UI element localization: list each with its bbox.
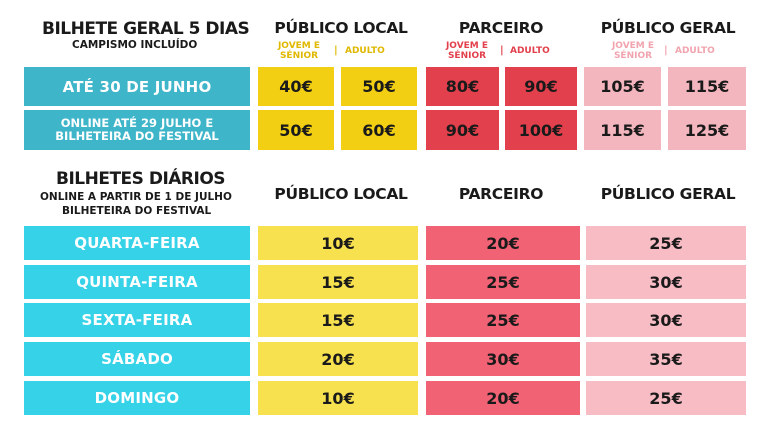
general-price-cell: 50€ [258,110,334,150]
general-price-cell: 60€ [341,110,417,150]
partner-sub-separator: | [500,45,504,56]
general-col-partner: PARCEIRO [458,19,544,37]
general-row-label: ATÉ 30 DE JUNHO [24,67,250,106]
daily-row-label: QUARTA-FEIRA [24,226,250,260]
daily-price-general: 35€ [586,342,746,376]
partner-sub-adult: ADULTO [510,46,550,56]
general-price-cell: 90€ [426,110,499,150]
daily-price-general: 25€ [586,226,746,260]
general-price-cell: 100€ [505,110,577,150]
daily-price-local: 15€ [258,303,418,337]
daily-price-local: 20€ [258,342,418,376]
general-price-cell: 115€ [584,110,661,150]
daily-row-label: QUINTA-FEIRA [24,265,250,299]
general-col-local: PÚBLICO LOCAL [274,19,408,37]
general-sub-adult: ADULTO [675,46,715,56]
general-price-cell: 125€ [668,110,746,150]
general-price-cell: 115€ [668,67,746,106]
daily-row-label: SEXTA-FEIRA [24,303,250,337]
daily-price-general: 30€ [586,303,746,337]
general-price-cell: 40€ [258,67,334,106]
daily-subtitle-boxoffice: BILHETEIRA DO FESTIVAL [62,205,212,217]
local-sub-separator: | [334,45,338,56]
daily-price-partner: 25€ [426,265,580,299]
daily-col-local: PÚBLICO LOCAL [274,185,408,203]
local-sub-adult: ADULTO [345,46,385,56]
general-title: BILHETE GERAL 5 DIAS [42,19,250,39]
daily-row-label: DOMINGO [24,381,250,415]
daily-col-general: PÚBLICO GERAL [600,185,736,203]
daily-price-general: 30€ [586,265,746,299]
daily-price-partner: 30€ [426,342,580,376]
daily-price-general: 25€ [586,381,746,415]
general-sub-separator: | [664,45,668,56]
daily-subtitle-online: ONLINE A PARTIR DE 1 DE JULHO [40,191,232,203]
daily-price-local: 15€ [258,265,418,299]
general-price-cell: 90€ [505,67,577,106]
general-price-cell: 80€ [426,67,499,106]
daily-title: BILHETES DIÁRIOS [56,169,226,189]
daily-price-local: 10€ [258,381,418,415]
local-sub-youth: JOVEM E SÉNIOR [277,41,321,61]
general-row-label: ONLINE ATÉ 29 JULHO E BILHETEIRA DO FEST… [24,110,250,150]
general-price-cell: 105€ [584,67,661,106]
partner-sub-youth: JOVEM E SÉNIOR [445,41,489,61]
daily-row-label: SÁBADO [24,342,250,376]
daily-price-partner: 25€ [426,303,580,337]
general-price-cell: 50€ [341,67,417,106]
general-subtitle: CAMPISMO INCLUÍDO [72,39,198,51]
daily-price-local: 10€ [258,226,418,260]
general-col-general: PÚBLICO GERAL [600,19,736,37]
daily-price-partner: 20€ [426,226,580,260]
general-sub-youth: JOVEM E SÉNIOR [611,41,655,61]
daily-price-partner: 20€ [426,381,580,415]
daily-col-partner: PARCEIRO [458,185,544,203]
